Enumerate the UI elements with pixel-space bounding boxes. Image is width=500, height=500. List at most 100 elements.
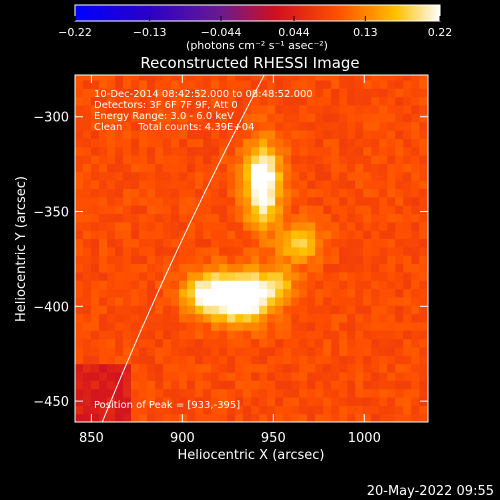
heatmap-cell	[115, 79, 124, 89]
heatmap-cell	[155, 196, 164, 206]
heatmap-cell	[187, 146, 196, 156]
heatmap-cell	[355, 388, 364, 398]
heatmap-cell	[243, 155, 252, 164]
heatmap-cell	[339, 296, 348, 306]
heatmap-cell	[155, 171, 164, 181]
heatmap-cell	[195, 271, 204, 281]
heatmap-cell	[299, 255, 308, 265]
heatmap-cell	[283, 205, 292, 215]
heatmap-cell	[187, 405, 196, 415]
heatmap-cell	[427, 138, 428, 148]
heatmap-cell	[347, 79, 356, 89]
heatmap-cell	[291, 180, 300, 189]
heatmap-cell	[267, 146, 276, 156]
heatmap-cell	[251, 104, 260, 114]
heatmap-cell	[411, 138, 420, 148]
heatmap-cell	[139, 405, 148, 415]
heatmap-cell	[299, 75, 308, 81]
heatmap-cell	[419, 388, 428, 398]
heatmap-cell	[403, 330, 412, 340]
heatmap-cell	[347, 205, 356, 215]
heatmap-cell	[363, 213, 372, 223]
heatmap-cell	[227, 104, 236, 114]
heatmap-cell	[99, 221, 108, 231]
heatmap-cell	[299, 321, 308, 331]
heatmap-cell	[347, 363, 356, 373]
heatmap-cell	[267, 230, 276, 240]
heatmap-cell	[171, 188, 180, 198]
heatmap-cell	[411, 346, 420, 356]
heatmap-cell	[339, 246, 348, 256]
heatmap-cell	[243, 180, 252, 189]
heatmap-cell	[235, 96, 244, 106]
heatmap-cell	[315, 255, 324, 265]
heatmap-cell	[259, 405, 268, 415]
heatmap-cell	[387, 155, 396, 164]
heatmap-cell	[115, 263, 124, 273]
heatmap-cell	[75, 413, 84, 422]
heatmap-cell	[187, 305, 196, 315]
heatmap-cell	[371, 246, 380, 256]
heatmap-cell	[163, 355, 172, 365]
heatmap-cell	[363, 371, 372, 381]
heatmap-cell	[227, 288, 236, 298]
heatmap-cell	[411, 363, 420, 373]
heatmap-cell	[195, 75, 204, 81]
heatmap-cell	[395, 396, 404, 406]
heatmap-cell	[267, 405, 276, 415]
heatmap-cell	[227, 338, 236, 348]
heatmap-cell	[347, 129, 356, 139]
heatmap-cell	[371, 338, 380, 348]
heatmap-cell	[99, 388, 108, 398]
heatmap-cell	[211, 355, 220, 365]
heatmap-cell	[83, 230, 92, 240]
heatmap-cell	[227, 188, 236, 198]
heatmap-cell	[267, 129, 276, 139]
heatmap-cell	[427, 338, 428, 348]
heatmap-cell	[387, 188, 396, 198]
heatmap-cell	[315, 79, 324, 89]
heatmap-cell	[99, 371, 108, 381]
heatmap-cell	[131, 121, 140, 131]
heatmap-cell	[347, 288, 356, 298]
heatmap-cell	[163, 163, 172, 173]
heatmap-cell	[323, 405, 332, 415]
heatmap-cell	[267, 196, 276, 206]
heatmap-cell	[283, 180, 292, 189]
x-tick-label: 950	[261, 431, 286, 446]
heatmap-cell	[131, 146, 140, 156]
heatmap-cell	[123, 171, 132, 181]
heatmap-cell	[139, 338, 148, 348]
heatmap-cell	[347, 171, 356, 181]
heatmap-cell	[139, 246, 148, 256]
heatmap-cell	[91, 330, 100, 340]
heatmap-cell	[131, 405, 140, 415]
heatmap-cell	[299, 171, 308, 181]
heatmap-cell	[323, 238, 332, 248]
heatmap-cell	[83, 313, 92, 323]
heatmap-cell	[259, 163, 268, 173]
heatmap-cell	[403, 346, 412, 356]
heatmap-cell	[363, 180, 372, 189]
heatmap-cell	[107, 230, 116, 240]
heatmap-cell	[275, 280, 284, 290]
heatmap-cell	[163, 296, 172, 306]
heatmap-cell	[155, 363, 164, 373]
heatmap-cell	[243, 171, 252, 181]
heatmap-cell	[267, 338, 276, 348]
heatmap-cell	[91, 413, 100, 422]
heatmap-cell	[387, 313, 396, 323]
heatmap-cell	[155, 104, 164, 114]
heatmap-cell	[259, 104, 268, 114]
heatmap-cell	[235, 138, 244, 148]
heatmap-cell	[115, 163, 124, 173]
heatmap-cell	[275, 355, 284, 365]
heatmap-cell	[251, 129, 260, 139]
heatmap-cell	[411, 330, 420, 340]
heatmap-cell	[355, 221, 364, 231]
heatmap-cell	[363, 129, 372, 139]
heatmap-cell	[371, 321, 380, 331]
heatmap-cell	[179, 180, 188, 189]
heatmap-cell	[395, 288, 404, 298]
heatmap-cell	[171, 180, 180, 189]
